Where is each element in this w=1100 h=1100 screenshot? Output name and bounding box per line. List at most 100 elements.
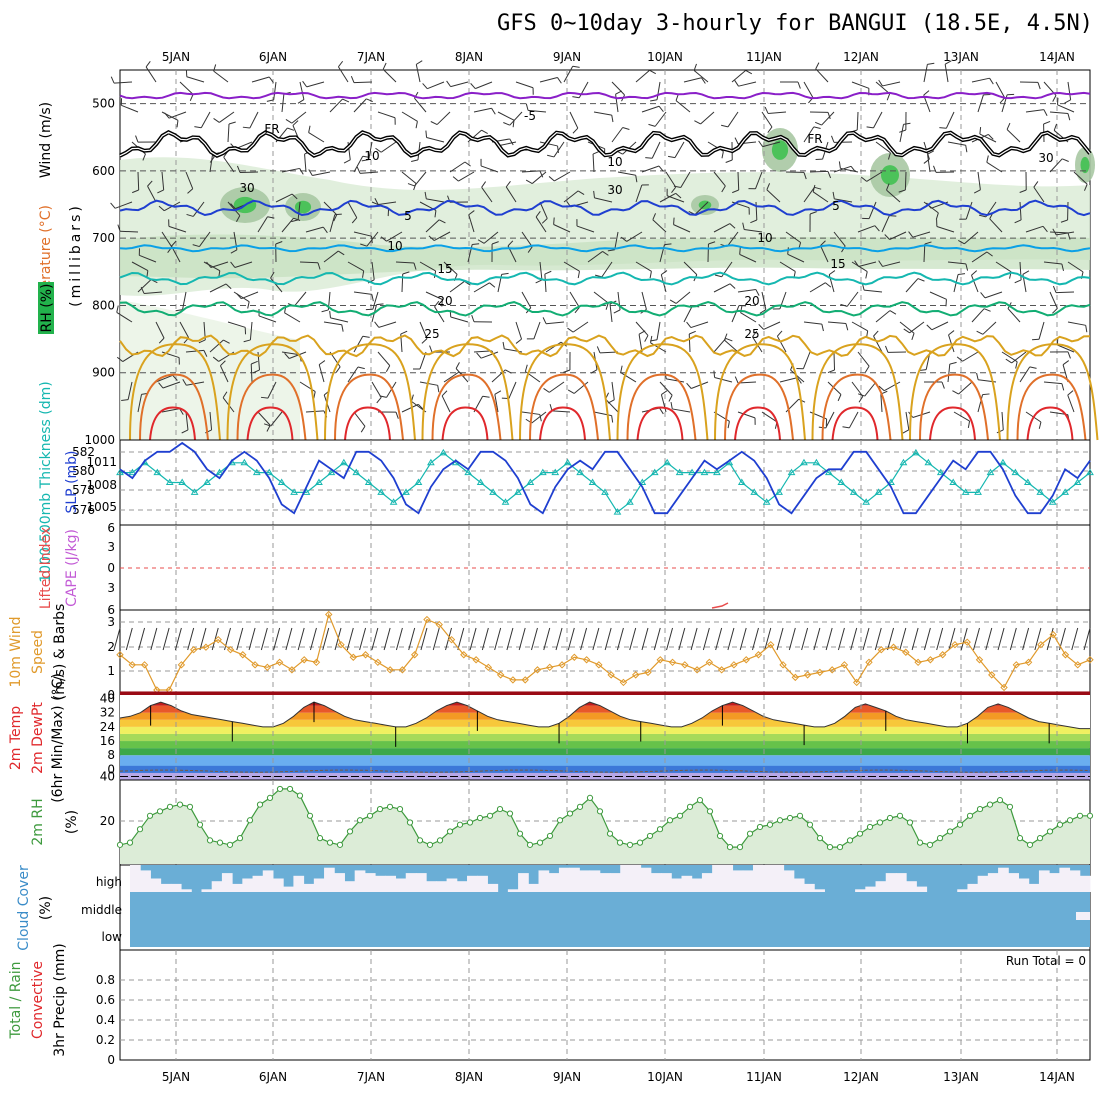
wind-barb [827,381,842,395]
thickness-point [1086,468,1094,476]
wind-barb [744,229,763,233]
wind-barb-flag [1062,360,1070,366]
wind-barb [768,111,787,114]
wind-barb-flag [425,130,428,138]
wind-barb [521,170,540,173]
thickness-point [476,478,485,485]
rh-point [636,839,644,846]
wind-barb [688,333,691,353]
wind-barb [923,627,931,651]
wind-barb-flag [1042,225,1048,233]
wind-barb-flag [116,305,119,313]
wind-barb-flag [464,161,471,167]
wind-barb-flag [147,180,153,187]
wind-barb [880,394,883,413]
wind-barb-flag [645,157,653,159]
contour-label: FR [264,122,279,136]
cloud-high-gap [906,881,917,892]
wind-barb [533,321,541,340]
wind-barb [851,81,870,89]
thickness-point [936,468,945,476]
wind-barb [426,137,445,143]
wind-barb-flag [206,261,212,268]
cloud-high-gap [313,878,325,892]
wind-barb-flag [299,168,304,175]
pressure-ticks: 500 600 700 800 900 1000 [84,97,115,447]
rh-point [856,830,864,837]
t2m-tick-label: 40 [100,769,115,783]
wind-barb [371,627,379,651]
isotherm-35-loop [139,373,209,441]
thickness-point [787,468,796,476]
wind-barb [971,251,988,263]
wind-barb [605,398,619,413]
wind-barb [521,291,532,308]
wind-barb [353,156,364,173]
wind-barb [947,141,966,146]
wind-barb [837,627,845,651]
wind-barb [761,291,767,310]
wind-barb-flag [797,81,801,89]
wind-barb [131,261,149,271]
wind-barb [401,403,419,413]
date-label-top: 9JAN [553,50,581,64]
thickness-point [899,458,908,466]
wind-barb [882,81,901,87]
wind-barb-flag [759,309,767,314]
wind-barb [864,381,877,397]
thickness-point [1073,478,1082,485]
wind-barb-flag [917,278,925,282]
wind-barb [483,231,499,244]
wind-barb-flag [164,112,170,119]
wind-speed-point [975,656,984,664]
cloud-high-gap [691,878,703,892]
wind-barb-flag [758,324,764,330]
wind-barb [457,627,465,651]
wind-barb-flag [230,261,236,268]
rh-band [120,234,1090,279]
wind-barb-flag [291,193,298,200]
rh-point [846,837,854,844]
thickness-point [961,488,970,495]
wind-barb [776,627,784,651]
wind-barb-flag [886,93,891,101]
date-label-bottom: 9JAN [553,1070,581,1084]
wind-barb [864,289,883,293]
cloud-high-gap [456,881,468,892]
thickness-tick-label: 582 [72,445,95,459]
upper-air-panel: 500 600 700 800 900 1000 -5 FR FR 5 5 10 10 15 15 20 20… [38,60,1099,447]
wind-barb [515,321,523,340]
wind-barb [323,201,338,216]
wind-barb-flag [317,262,321,270]
wind-barb [979,133,997,143]
date-label-top: 11JAN [746,50,782,64]
wind-barb-flag [615,90,623,95]
wind-barb [611,127,624,143]
wind-barb-flag [814,186,822,190]
wind-barb-flag [446,80,452,87]
contour-label: 10 [757,231,772,245]
wind-barb-flag [865,271,868,279]
wind-barb [549,381,565,393]
thickness-point [986,468,995,476]
wind-barb [450,81,469,88]
wind-barb [815,68,829,83]
wind-barb [426,198,445,203]
rh-point [156,808,164,815]
thickness-point [638,478,647,485]
wind-barb [899,627,907,651]
wind-barb-flag [213,64,217,72]
cloud-tick-label: middle [81,903,122,917]
wind-barb-flag [607,249,615,252]
isotherm-40-loop [246,406,294,441]
wind-barb [258,315,277,323]
wind-speed-point [349,653,357,661]
wind-barb-flag [976,372,979,380]
wind-barb-flag [417,404,424,410]
wind-barb [1025,109,1044,113]
wind-speed-point [803,671,812,679]
wind-barb [731,305,740,323]
wind-barb [127,381,133,400]
